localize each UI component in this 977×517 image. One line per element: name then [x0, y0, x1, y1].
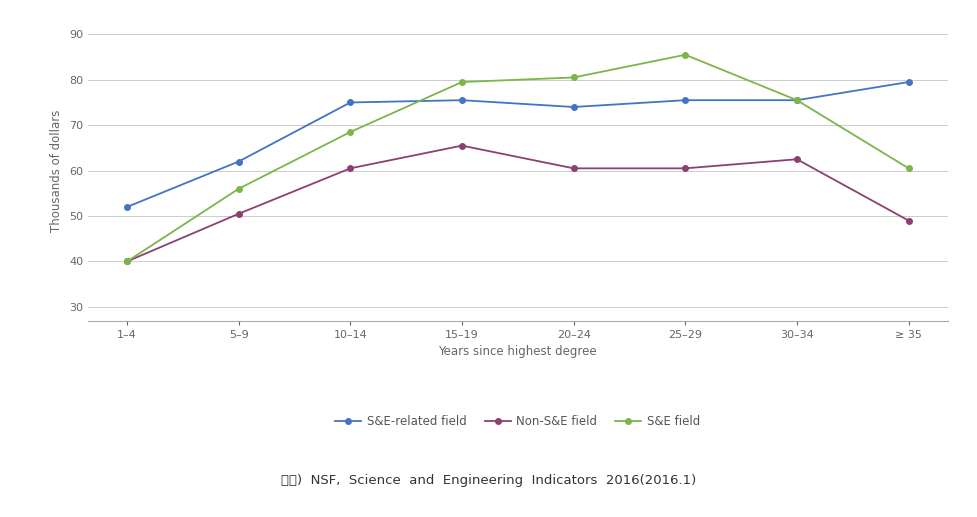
Text: 자료)  NSF,  Science  and  Engineering  Indicators  2016(2016.1): 자료) NSF, Science and Engineering Indicat… [280, 474, 697, 488]
Legend: S&E-related field, Non-S&E field, S&E field: S&E-related field, Non-S&E field, S&E fi… [330, 410, 705, 433]
X-axis label: Years since highest degree: Years since highest degree [439, 345, 597, 358]
Y-axis label: Thousands of dollars: Thousands of dollars [51, 110, 64, 232]
